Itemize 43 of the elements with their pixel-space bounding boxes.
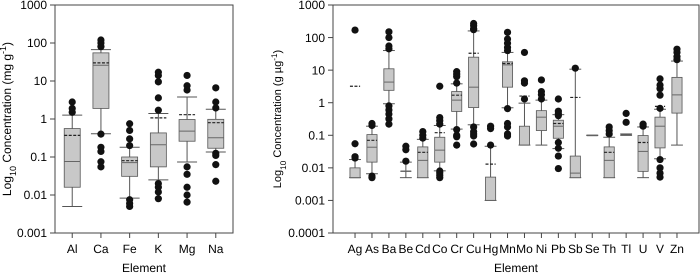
y-tick-label: 1: [318, 96, 326, 110]
y-tick-label: 1: [40, 112, 48, 126]
x-tick-label: As: [364, 242, 379, 256]
y-tick-label: 0.1: [308, 128, 326, 142]
x-tick-label: Cr: [450, 242, 464, 256]
x-tick-label: Co: [432, 242, 448, 256]
x-axis-title: Element: [494, 261, 539, 274]
x-tick-label: Mn: [499, 242, 516, 256]
x-tick-label: Ba: [382, 242, 397, 256]
y-tick-label: 100: [304, 30, 326, 45]
x-tick-label: Mg: [178, 242, 196, 256]
y-tick-label: 10: [34, 74, 48, 88]
x-tick-label: Cd: [415, 242, 430, 256]
y-tick-label: 0.01: [302, 161, 326, 176]
x-tick-label: Ca: [93, 242, 109, 256]
x-tick-label: Sb: [568, 242, 583, 256]
x-tick-label: Tl: [621, 242, 632, 256]
x-tick-label: Zn: [670, 242, 684, 256]
y-tick-label: 0.0001: [288, 226, 326, 240]
x-tick-label: Al: [66, 242, 78, 256]
y-tick-label: 0.01: [24, 188, 48, 202]
y-tick-label: 0.1: [30, 150, 48, 164]
x-tick-label: Cu: [466, 242, 482, 256]
x-tick-label: Be: [398, 242, 414, 256]
x-tick-label: Mo: [516, 242, 534, 256]
x-tick-label: Hg: [482, 242, 498, 256]
y-tick-label: 10: [312, 63, 326, 78]
x-tick-label: Fe: [122, 242, 137, 256]
x-axis-title: Element: [122, 261, 167, 274]
y-tick-label: 1000: [298, 0, 326, 12]
x-tick-label: K: [154, 242, 162, 256]
x-tick-label: Ni: [536, 242, 548, 256]
x-tick-label: Se: [584, 242, 600, 256]
x-tick-label: Ag: [348, 242, 362, 256]
y-tick-label: 1000: [20, 0, 48, 12]
x-tick-label: V: [656, 242, 664, 256]
x-tick-label: Na: [208, 242, 224, 256]
y-tick-label: 0.001: [294, 194, 326, 208]
x-tick-label: U: [638, 242, 648, 256]
x-tick-label: Th: [602, 242, 616, 256]
y-tick-label: 0.001: [16, 226, 48, 240]
y-tick-label: 100: [26, 36, 48, 50]
x-tick-label: Pb: [551, 242, 566, 256]
